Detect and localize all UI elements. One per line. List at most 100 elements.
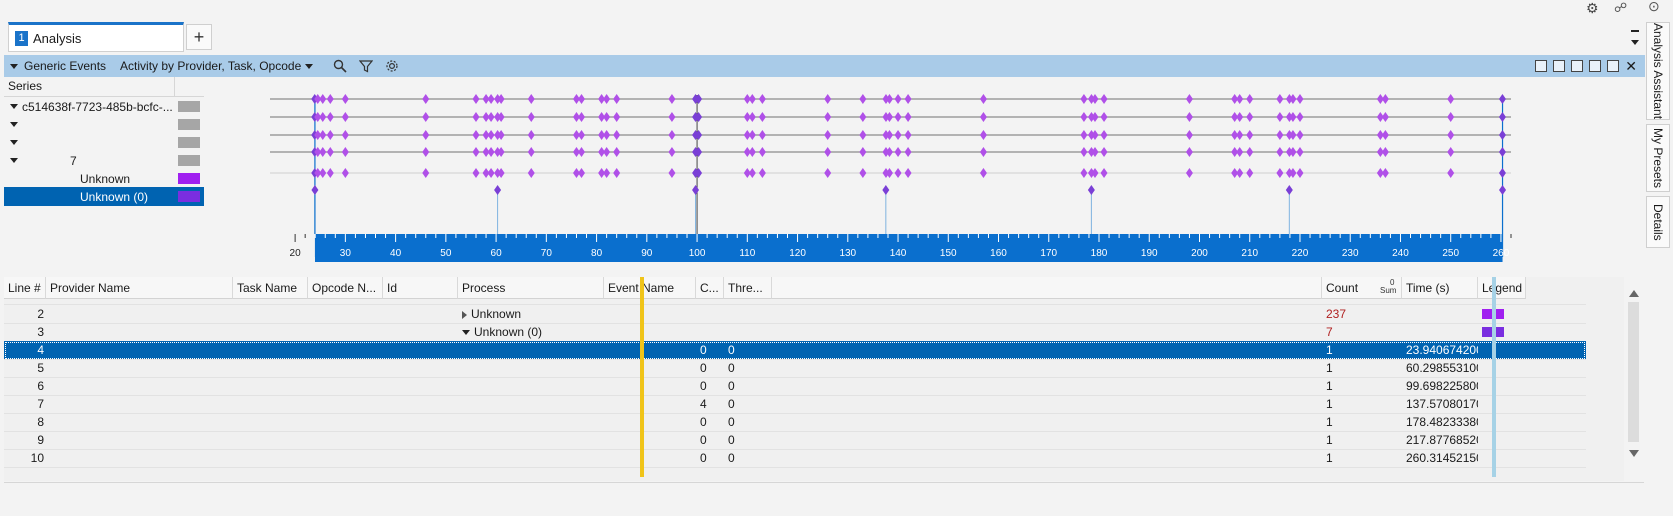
column-header[interactable]: Process: [458, 277, 604, 299]
column-header[interactable]: Thre...: [724, 277, 772, 299]
event-marker: [1498, 130, 1506, 140]
event-marker: [497, 112, 505, 122]
tab-number-badge: 1: [15, 30, 28, 46]
time-cell: 23.940674200: [1406, 343, 1478, 357]
event-marker: [758, 94, 766, 104]
event-marker: [527, 112, 535, 122]
table-row[interactable]: 4 0 0 1 23.940674200: [4, 341, 1586, 360]
column-header[interactable]: Time (s): [1402, 277, 1478, 299]
table-row[interactable]: 8 0 0 1 178.482333800: [4, 413, 1586, 432]
graph-divider[interactable]: [1492, 277, 1496, 477]
event-marker: [668, 168, 676, 178]
close-icon[interactable]: ✕: [1625, 58, 1637, 74]
event-marker: [482, 130, 490, 140]
chart-view-icon[interactable]: [1535, 60, 1548, 72]
event-marker: [341, 112, 349, 122]
event-marker: [1246, 94, 1254, 104]
side-tab-analysis-assistant[interactable]: Analysis Assistant: [1646, 22, 1670, 120]
event-marker: [904, 130, 912, 140]
series-row[interactable]: c514638f-7723-485b-bcfc-...: [4, 97, 204, 116]
event-marker: [1231, 112, 1239, 122]
thread-cell: 0: [728, 361, 735, 375]
x-tick-label: 220: [1292, 248, 1309, 259]
chevron-down-icon[interactable]: [462, 330, 470, 336]
settings-icon[interactable]: ⚙: [1586, 0, 1599, 16]
column-header[interactable]: Legend: [1478, 277, 1526, 299]
expand-toggle-icon[interactable]: [10, 104, 18, 109]
table-row[interactable]: 3 Unknown (0) 7: [4, 323, 1586, 342]
column-header[interactable]: [772, 277, 1322, 299]
tab-analysis[interactable]: 1 Analysis: [8, 22, 184, 52]
column-header[interactable]: Provider Name: [46, 277, 233, 299]
table-row[interactable]: 10 0 0 1 260.314521500: [4, 449, 1586, 468]
event-marker: [1231, 147, 1239, 157]
gear-icon[interactable]: [385, 59, 399, 73]
event-marker: [743, 147, 751, 157]
series-legend: Series c514638f-7723-485b-bcfc-... 7 Unkno…: [4, 77, 204, 271]
side-tab-details[interactable]: Details: [1646, 196, 1670, 248]
event-marker: [422, 130, 430, 140]
event-marker: [598, 94, 606, 104]
help-icon[interactable]: ⊙: [1648, 0, 1660, 14]
event-marker: [882, 168, 890, 178]
count-cell: 1: [1326, 361, 1333, 375]
table-view-icon[interactable]: [1571, 60, 1584, 72]
series-label: 7: [70, 153, 77, 168]
column-header[interactable]: Event Name: [604, 277, 696, 299]
event-marker: [748, 168, 756, 178]
graph-view-icon[interactable]: [1553, 60, 1566, 72]
event-marker: [319, 94, 327, 104]
series-row[interactable]: [4, 115, 204, 134]
x-tick-label: 130: [839, 248, 856, 259]
table-scrollbar[interactable]: [1626, 290, 1644, 460]
tab-overflow-button[interactable]: [1631, 30, 1643, 48]
graph-collapse-button[interactable]: [10, 63, 18, 69]
column-header[interactable]: C...: [696, 277, 724, 299]
event-marker: [1231, 168, 1239, 178]
event-marker: [1185, 168, 1193, 178]
event-marker: [1236, 94, 1244, 104]
pivot-divider[interactable]: [640, 277, 644, 477]
column-header[interactable]: Line #: [4, 277, 46, 299]
x-tick-label: 60: [491, 248, 503, 259]
time-cell: 260.314521500: [1406, 451, 1478, 465]
add-tab-button[interactable]: +: [186, 24, 212, 50]
series-row[interactable]: 7: [4, 151, 204, 170]
expand-toggle-icon[interactable]: [10, 158, 18, 163]
series-row[interactable]: [4, 133, 204, 152]
feedback-icon[interactable]: ☍: [1614, 0, 1628, 15]
event-marker: [613, 94, 621, 104]
series-row[interactable]: Unknown: [4, 169, 204, 188]
table-row[interactable]: 2 Unknown 237: [4, 305, 1586, 324]
search-icon[interactable]: [333, 59, 347, 73]
event-marker: [319, 147, 327, 157]
series-label: c514638f-7723-485b-bcfc-...: [22, 99, 173, 114]
filter-icon[interactable]: [359, 59, 374, 73]
table-row[interactable]: 5 0 0 1 60.298553100: [4, 359, 1586, 378]
side-tab-my-presets[interactable]: My Presets: [1646, 124, 1670, 192]
event-marker: [613, 130, 621, 140]
chevron-right-icon[interactable]: [462, 310, 467, 319]
column-header[interactable]: Task Name: [233, 277, 308, 299]
event-marker: [1376, 168, 1384, 178]
preset-dropdown[interactable]: Activity by Provider, Task, Opcode: [120, 59, 314, 73]
event-timeline-chart[interactable]: 20 30 40 50 60 70 80 90 100 110 120 130 140 150 160 170…: [206, 77, 1640, 273]
expand-toggle-icon[interactable]: [10, 140, 18, 145]
expand-toggle-icon[interactable]: [10, 122, 18, 127]
event-marker: [882, 147, 890, 157]
series-row[interactable]: Unknown (0): [4, 187, 204, 206]
graph-title[interactable]: Generic Events: [24, 59, 107, 73]
restore-icon[interactable]: [1589, 60, 1602, 72]
thread-cell: 0: [728, 379, 735, 393]
event-marker: [894, 130, 902, 140]
column-header[interactable]: Count: [1322, 277, 1402, 299]
cpu-cell: 0: [700, 361, 707, 375]
column-header[interactable]: Opcode N...: [308, 277, 383, 299]
table-row[interactable]: 7 4 0 1 137.570801700: [4, 395, 1586, 414]
maximize-icon[interactable]: [1607, 60, 1620, 72]
event-marker: [497, 147, 505, 157]
event-marker: [748, 112, 756, 122]
column-header[interactable]: Id: [383, 277, 458, 299]
table-row[interactable]: 6 0 0 1 99.698225800: [4, 377, 1586, 396]
table-row[interactable]: 9 0 0 1 217.877685200: [4, 431, 1586, 450]
